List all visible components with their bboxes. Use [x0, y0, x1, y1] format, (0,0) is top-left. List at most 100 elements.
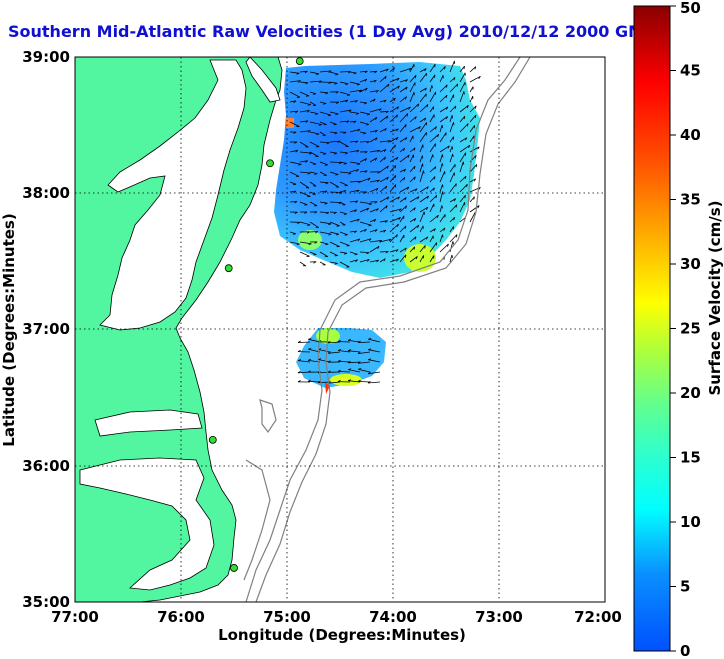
velocity-vector	[369, 259, 379, 263]
velocity-vector	[379, 99, 387, 103]
velocity-vector-head	[473, 196, 475, 200]
velocity-vector-head	[315, 231, 319, 234]
velocity-vector-head	[422, 163, 424, 167]
velocity-vector	[399, 168, 406, 173]
velocity-vector	[429, 114, 435, 123]
velocity-vector	[309, 141, 320, 148]
velocity-vector-head	[442, 191, 444, 195]
velocity-vector	[459, 202, 466, 213]
velocity-vector-head	[348, 368, 352, 370]
velocity-vector-head	[337, 349, 342, 351]
velocity-vector	[399, 137, 408, 143]
velocity-hotspot	[286, 118, 294, 128]
velocity-vector-head	[463, 116, 466, 120]
velocity-vector-head	[293, 190, 297, 194]
velocity-vector-head	[465, 137, 468, 141]
velocity-vector	[349, 218, 360, 223]
velocity-vector	[329, 171, 339, 175]
velocity-vector	[379, 205, 388, 213]
velocity-vector-head	[328, 82, 332, 85]
velocity-vector	[368, 359, 381, 363]
velocity-vector-head	[474, 105, 477, 109]
velocity-vector	[359, 78, 367, 83]
velocity-vector-head	[355, 100, 358, 103]
velocity-vector-head	[326, 212, 330, 215]
velocity-vector	[319, 201, 328, 204]
velocity-vector-head	[364, 170, 368, 173]
velocity-vector-head	[475, 164, 478, 168]
velocity-vector	[289, 110, 298, 113]
velocity-vector	[429, 242, 438, 253]
velocity-vector	[349, 169, 359, 173]
velocity-vector	[309, 161, 317, 165]
velocity-vector	[419, 93, 427, 103]
velocity-vector	[339, 161, 347, 164]
velocity-hotspot	[298, 230, 322, 250]
velocity-vector-head	[404, 254, 407, 258]
velocity-vector-head	[375, 137, 378, 141]
velocity-vector	[459, 115, 466, 123]
velocity-vector-head	[405, 86, 408, 90]
velocity-vector-head	[477, 146, 480, 150]
velocity-vector	[429, 85, 433, 93]
velocity-vector	[449, 83, 459, 93]
velocity-vector	[389, 217, 401, 223]
velocity-vector-head	[357, 238, 361, 242]
velocity-vector-head	[454, 105, 457, 110]
velocity-vector	[309, 80, 322, 83]
velocity-vector	[449, 122, 454, 133]
velocity-vector-head	[426, 104, 429, 108]
velocity-vector	[329, 261, 338, 264]
velocity-vector-head	[452, 241, 454, 245]
velocity-vector-head	[357, 351, 361, 354]
velocity-vector-head	[384, 76, 387, 80]
velocity-vector-head	[417, 196, 420, 200]
velocity-vector	[309, 191, 316, 195]
velocity-vector	[289, 171, 300, 177]
velocity-vector-head	[451, 254, 453, 258]
velocity-vector	[469, 66, 477, 73]
velocity-vector	[369, 187, 379, 193]
velocity-vector	[348, 340, 361, 343]
velocity-vector	[359, 141, 370, 143]
velocity-vector-head	[345, 83, 349, 85]
velocity-vector-head	[453, 77, 456, 81]
velocity-vector-head	[298, 163, 302, 166]
velocity-vector	[309, 121, 322, 125]
velocity-vector	[299, 120, 309, 123]
velocity-vector-head	[344, 234, 348, 236]
velocity-vector-head	[357, 361, 361, 364]
velocity-vector-head	[358, 368, 362, 370]
velocity-vector	[419, 163, 423, 173]
velocity-vector	[369, 179, 380, 183]
velocity-vector	[289, 149, 298, 153]
velocity-vector-head	[368, 203, 372, 206]
velocity-vector	[419, 255, 424, 263]
velocity-vector	[429, 91, 436, 103]
delaware-bay	[245, 57, 281, 103]
velocity-vector-head	[413, 218, 417, 222]
velocity-vector-head	[414, 116, 417, 120]
velocity-vector-head	[343, 131, 347, 134]
velocity-vector	[389, 234, 398, 243]
velocity-vector-head	[325, 92, 329, 95]
velocity-vector-head	[453, 198, 457, 202]
velocity-vector	[339, 120, 350, 123]
velocity-vector-head	[393, 97, 396, 101]
y-axis-label: Latitude (Degrees:Minutes)	[0, 213, 18, 446]
velocity-vector	[459, 82, 466, 93]
velocity-vector-head	[426, 195, 429, 199]
velocity-vector-head	[354, 209, 357, 213]
velocity-vector	[339, 81, 349, 85]
velocity-vector	[299, 191, 311, 197]
velocity-vector-head	[297, 370, 301, 374]
velocity-vector	[379, 149, 387, 153]
map-title: Southern Mid-Atlantic Raw Velocities (1 …	[8, 22, 634, 41]
velocity-vector	[419, 132, 427, 143]
velocity-vector	[449, 136, 454, 143]
velocity-vector-head	[328, 233, 332, 236]
velocity-vector-head	[415, 256, 418, 260]
velocity-vector-head	[475, 155, 477, 159]
velocity-vector	[339, 109, 352, 113]
velocity-vector-head	[323, 103, 327, 105]
